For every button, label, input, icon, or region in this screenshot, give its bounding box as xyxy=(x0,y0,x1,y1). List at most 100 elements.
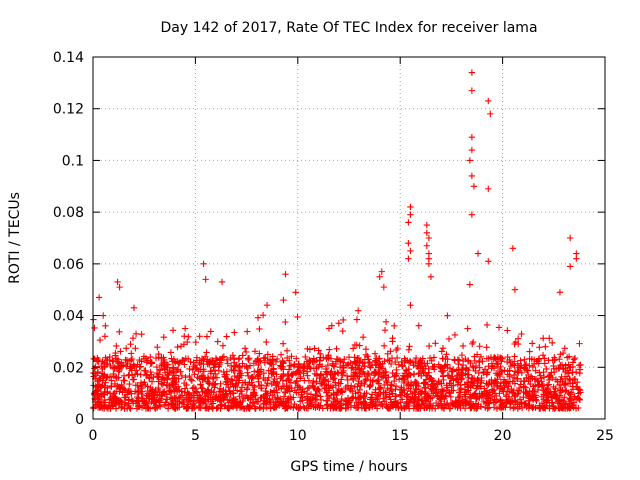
data-point xyxy=(136,402,143,409)
data-point xyxy=(493,360,501,368)
data-point xyxy=(313,378,320,385)
data-point xyxy=(381,326,389,334)
data-point xyxy=(91,324,98,332)
data-point xyxy=(219,395,227,402)
data-point xyxy=(277,395,284,402)
data-point xyxy=(231,329,238,336)
data-point xyxy=(154,343,161,351)
data-point xyxy=(213,356,221,364)
data-point xyxy=(375,399,383,406)
data-point xyxy=(398,396,406,403)
data-point xyxy=(490,399,497,406)
data-point xyxy=(161,379,168,386)
y-tick-label: 0.08 xyxy=(53,205,84,221)
y-tick-label: 0.02 xyxy=(53,360,84,376)
data-point xyxy=(548,399,555,407)
data-point xyxy=(244,372,252,379)
data-point xyxy=(246,405,253,412)
data-point xyxy=(322,368,330,375)
data-point xyxy=(223,333,230,340)
data-point xyxy=(573,255,580,262)
data-point xyxy=(236,363,243,370)
data-point xyxy=(90,404,97,411)
data-point xyxy=(118,359,125,366)
data-point xyxy=(485,258,492,265)
data-point xyxy=(209,405,216,412)
data-point xyxy=(192,388,200,395)
data-point xyxy=(203,349,210,356)
data-point xyxy=(392,386,399,393)
data-point xyxy=(467,398,475,405)
data-point xyxy=(442,392,449,399)
data-point xyxy=(503,358,511,366)
data-point xyxy=(484,369,491,376)
data-point xyxy=(444,312,451,319)
data-point xyxy=(220,353,228,360)
data-point xyxy=(570,356,578,363)
data-point xyxy=(533,397,540,404)
data-point xyxy=(140,355,148,362)
data-point xyxy=(398,404,405,411)
data-point xyxy=(257,384,265,392)
data-point xyxy=(353,316,361,323)
data-point xyxy=(574,383,581,390)
data-point xyxy=(543,382,551,389)
data-point xyxy=(162,402,170,409)
data-point xyxy=(197,381,204,388)
data-point xyxy=(556,289,564,296)
data-point xyxy=(406,343,413,350)
data-point xyxy=(532,367,539,374)
data-point xyxy=(172,385,180,392)
data-point xyxy=(142,399,150,407)
data-point xyxy=(229,399,237,406)
data-point xyxy=(187,358,194,366)
data-point xyxy=(439,368,446,376)
data-point xyxy=(560,365,567,373)
data-point xyxy=(405,385,412,392)
data-point xyxy=(387,348,394,355)
data-point xyxy=(101,388,108,396)
data-point xyxy=(359,333,367,341)
data-point xyxy=(393,366,400,374)
data-point xyxy=(306,346,314,353)
data-point xyxy=(543,392,550,399)
data-point xyxy=(465,371,472,378)
data-point xyxy=(300,403,307,410)
data-point xyxy=(280,359,287,366)
data-point xyxy=(446,364,454,372)
data-point xyxy=(196,375,203,382)
data-point xyxy=(156,403,164,410)
data-point xyxy=(550,403,557,411)
data-point xyxy=(494,353,502,361)
data-point xyxy=(398,405,406,412)
data-point xyxy=(446,380,454,387)
data-point xyxy=(235,367,243,374)
data-point xyxy=(263,382,270,390)
data-point xyxy=(258,394,265,401)
data-point xyxy=(380,372,387,380)
data-point xyxy=(156,392,163,399)
data-point xyxy=(309,383,317,390)
x-axis-label: GPS time / hours xyxy=(290,459,407,475)
data-point xyxy=(148,378,156,385)
data-point xyxy=(414,383,422,390)
data-point xyxy=(535,381,542,388)
data-point xyxy=(262,399,269,406)
data-point xyxy=(379,360,386,367)
data-point xyxy=(239,352,246,359)
data-point xyxy=(566,400,573,407)
data-point xyxy=(434,393,441,400)
data-point xyxy=(110,372,118,380)
data-point xyxy=(253,398,261,405)
data-point xyxy=(544,390,551,398)
data-point xyxy=(161,369,169,377)
data-point xyxy=(504,327,511,334)
data-point xyxy=(532,404,539,411)
data-point xyxy=(180,341,188,348)
data-point xyxy=(163,391,171,398)
data-point xyxy=(203,403,210,411)
data-point xyxy=(514,390,521,398)
data-point xyxy=(367,364,374,371)
data-point xyxy=(268,361,276,368)
